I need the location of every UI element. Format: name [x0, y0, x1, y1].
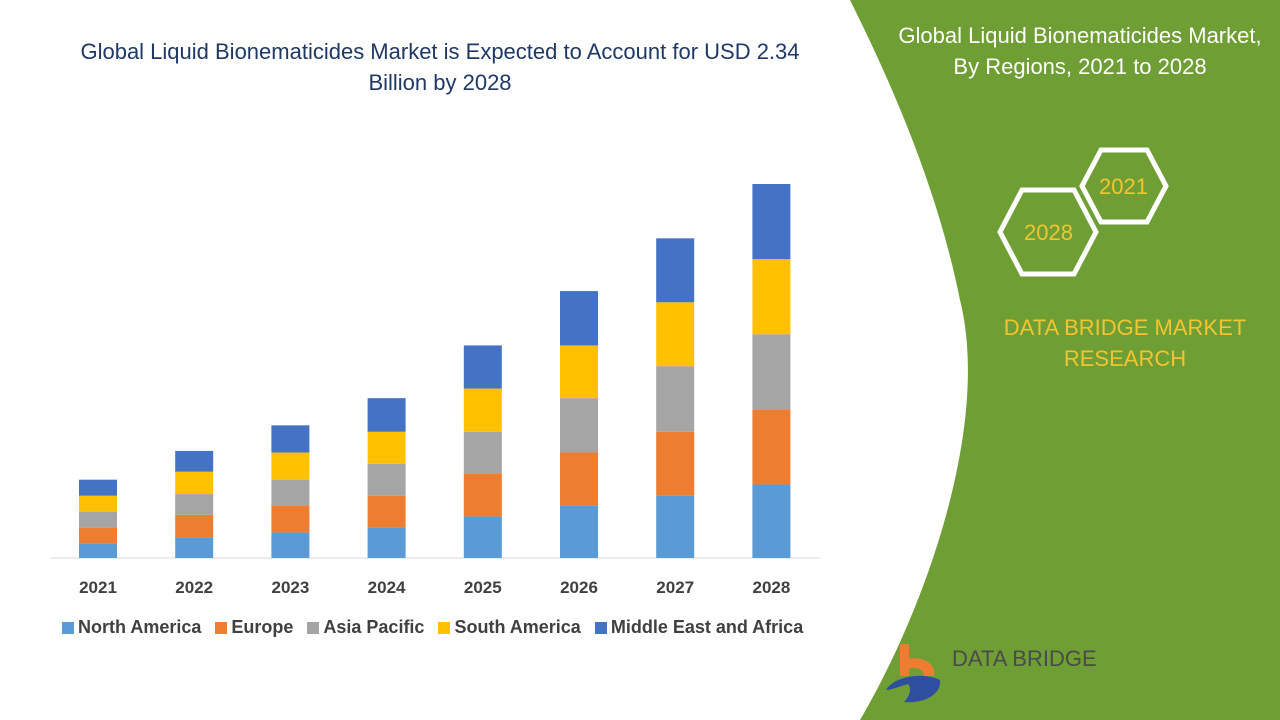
bar-segment-2026-asia-pacific	[560, 398, 598, 453]
bar-segment-2021-asia-pacific	[79, 511, 117, 528]
bar-segment-2021-south-america	[79, 495, 117, 512]
legend-item: North America	[62, 617, 201, 638]
hexagon-2021-icon	[1079, 147, 1169, 225]
x-tick-label: 2021	[79, 578, 117, 597]
legend-swatch	[215, 621, 228, 634]
legend-label: North America	[78, 617, 202, 637]
bar-segment-2025-north-america	[463, 516, 502, 558]
legend-item: Asia Pacific	[307, 617, 424, 638]
bar-segment-2022-north-america	[175, 537, 214, 558]
legend: North America Europe Asia Pacific South Ame…	[62, 617, 803, 638]
legend-item: Europe	[215, 617, 293, 638]
brand-text: DATA BRIDGE MARKET RESEARCH	[1003, 315, 1247, 371]
bar-segment-2021-europe	[79, 527, 117, 544]
bar-segment-2023-middle-east-and-africa	[271, 425, 310, 453]
x-tick-label: 2028	[752, 578, 790, 597]
bar-segment-2023-asia-pacific	[271, 479, 310, 506]
legend-swatch	[307, 621, 320, 634]
legend-label: Middle East and Africa	[610, 617, 804, 637]
bar-segment-2027-north-america	[656, 495, 695, 558]
bar-segment-2028-middle-east-and-africa	[752, 184, 791, 260]
bar-segment-2028-south-america	[752, 259, 791, 335]
legend-item: South America	[438, 617, 581, 638]
bar-segment-2028-north-america	[752, 484, 791, 558]
bar-segment-2026-europe	[560, 452, 598, 506]
bar-segment-2027-middle-east-and-africa	[656, 238, 695, 303]
stacked-bar-chart: 2021 2022 2023 2024 2025 2026 2027 2028	[50, 184, 820, 597]
bar-segment-2028-asia-pacific	[752, 334, 791, 410]
x-tick-label: 2027	[656, 578, 694, 597]
x-tick-label: 2024	[368, 578, 406, 597]
bar-segment-2024-europe	[367, 495, 406, 528]
bar-segment-2025-south-america	[463, 388, 502, 432]
legend-label: Europe	[231, 617, 294, 637]
bar-segment-2024-north-america	[367, 527, 406, 558]
legend-label: South America	[454, 617, 581, 637]
bar-segment-2024-south-america	[367, 431, 406, 464]
hex-year-2028: 2028	[1024, 220, 1073, 245]
legend-swatch	[594, 621, 607, 634]
bar-segment-2028-europe	[752, 409, 791, 485]
bar-segment-2025-asia-pacific	[463, 431, 502, 474]
bar-segment-2026-north-america	[560, 505, 598, 558]
bar-segment-2021-middle-east-and-africa	[79, 479, 117, 496]
bar-segment-2025-middle-east-and-africa	[463, 345, 502, 389]
bar-segment-2024-middle-east-and-africa	[367, 398, 406, 432]
bar-segment-2022-asia-pacific	[175, 494, 214, 515]
bar-segment-2022-middle-east-and-africa	[175, 450, 214, 472]
bar-segment-2027-asia-pacific	[656, 366, 695, 432]
bar-segment-2024-asia-pacific	[367, 463, 406, 496]
hexagon-icons	[997, 147, 1169, 277]
legend-swatch	[438, 621, 451, 634]
bar-segment-2023-south-america	[271, 452, 310, 480]
data-bridge-logo-icon	[886, 644, 941, 703]
bar-segment-2023-europe	[271, 505, 310, 533]
x-tick-label: 2022	[175, 578, 213, 597]
chart-title: Global Liquid Bionematicides Market is E…	[80, 39, 800, 95]
bar-segment-2021-north-america	[79, 543, 117, 558]
legend-swatch	[62, 621, 74, 634]
logo-text: DATA BRIDGE	[952, 646, 1097, 671]
bar-segment-2026-middle-east-and-africa	[560, 291, 598, 346]
bar-segment-2027-europe	[656, 431, 695, 496]
legend-item: Middle East and Africa	[594, 617, 804, 638]
bar-segment-2025-europe	[463, 473, 502, 517]
x-tick-label: 2026	[560, 578, 598, 597]
x-tick-label: 2023	[271, 578, 309, 597]
bar-segment-2022-south-america	[175, 471, 214, 495]
x-tick-label: 2025	[464, 578, 502, 597]
bar-segment-2022-europe	[175, 514, 214, 538]
bar-segment-2027-south-america	[656, 302, 695, 367]
bar-segment-2026-south-america	[560, 345, 598, 399]
hex-year-2021: 2021	[1099, 174, 1148, 199]
hexagon-2028-icon	[997, 187, 1099, 277]
bar-segment-2023-north-america	[271, 532, 310, 558]
legend-label: Asia Pacific	[323, 617, 425, 637]
side-panel-title: Global Liquid Bionematicides Market, By …	[898, 23, 1262, 79]
